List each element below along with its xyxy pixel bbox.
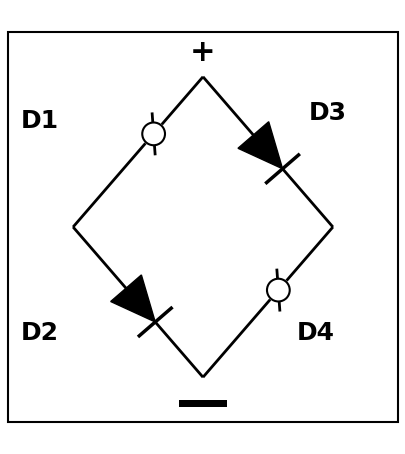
- Polygon shape: [237, 122, 282, 169]
- Text: D4: D4: [296, 321, 334, 345]
- Bar: [178, 400, 227, 407]
- Text: +: +: [190, 38, 215, 67]
- Circle shape: [142, 123, 164, 145]
- Text: D1: D1: [20, 109, 58, 133]
- Circle shape: [266, 279, 289, 301]
- Text: D3: D3: [308, 101, 346, 125]
- Text: D2: D2: [20, 321, 58, 345]
- Polygon shape: [111, 275, 155, 322]
